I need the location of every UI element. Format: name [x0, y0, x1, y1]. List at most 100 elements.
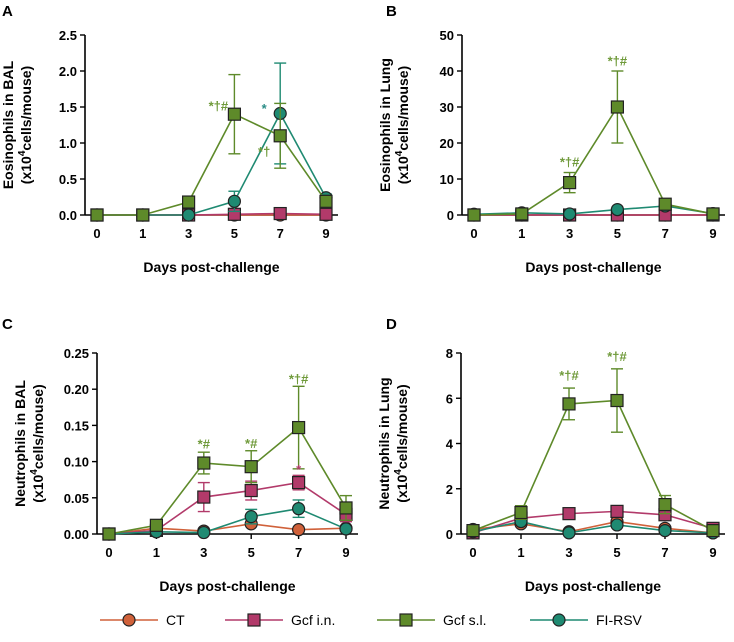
series-gcf-s-l-: [467, 70, 720, 222]
data-point: [136, 208, 150, 222]
data-point: [562, 526, 576, 540]
series-line: [473, 105, 714, 216]
data-point: [244, 510, 258, 524]
panel-letter: A: [2, 3, 13, 20]
panel-c: C 0.00 0.05 0.10 0.15 0.20 0.25 0 1 3 5 7 9 Days post…: [2, 316, 358, 594]
data-point: [562, 507, 576, 521]
x-tick-label: 5: [248, 545, 255, 560]
y-tick-label: 2.5: [59, 28, 77, 43]
data-point: [197, 490, 211, 504]
x-tick-label: 1: [139, 226, 146, 241]
x-axis-title: Days post-challenge: [525, 578, 661, 594]
x-tick-label: 0: [93, 226, 100, 241]
data-point: [610, 203, 625, 217]
data-point: [466, 524, 480, 538]
panel-letter: B: [386, 3, 397, 20]
y-tick-label: 1.5: [59, 100, 77, 115]
y-axis-title: Eosinophils in BAL: [0, 60, 16, 189]
y-tick-label: 0.20: [64, 382, 89, 397]
y-axis-title: Neutrophils in Lung: [376, 377, 392, 509]
data-point: [562, 207, 577, 221]
y-tick-label: 0.05: [64, 491, 89, 506]
series-line: [108, 523, 347, 535]
data-point: [610, 518, 624, 532]
legend-marker: [399, 613, 413, 627]
series-line: [108, 426, 347, 535]
y-tick-label: 0.10: [64, 455, 89, 470]
legend-label: CT: [166, 612, 185, 628]
panel-a: A 0.0 0.5 1.0 1.5 2.0 2.5 0 1 3 5 7 9 Days post-chall…: [0, 3, 338, 275]
series-line: [473, 205, 714, 216]
significance-label: *: [296, 462, 302, 477]
significance-label: *†#: [607, 349, 627, 364]
series-fi-rsv: [90, 62, 333, 222]
data-point: [339, 501, 353, 515]
y-axis-title: Neutrophils in BAL: [12, 380, 28, 507]
legend-marker: [247, 613, 261, 627]
series-line: [97, 113, 327, 216]
y-tick-label: 40: [440, 64, 454, 79]
x-tick-label: 7: [295, 545, 302, 560]
data-point: [610, 504, 624, 518]
data-point: [90, 208, 104, 222]
legend: CT Gcf i.n. Gcf s.l. FI-RSV: [100, 612, 643, 628]
x-tick-label: 1: [517, 545, 524, 560]
significance-label: *†: [258, 144, 270, 159]
data-point: [197, 525, 211, 540]
data-point: [227, 194, 241, 208]
y-tick-label: 0.00: [64, 527, 89, 542]
x-tick-label: 1: [518, 226, 525, 241]
x-tick-label: 3: [565, 545, 572, 560]
data-point: [562, 176, 577, 190]
x-tick-label: 0: [469, 545, 476, 560]
data-point: [706, 524, 720, 538]
significance-label: *†#: [559, 368, 579, 383]
y-tick-label: 0.15: [64, 418, 89, 433]
x-tick-label: 3: [185, 226, 192, 241]
significance-label: *†#: [560, 154, 580, 169]
data-point: [244, 483, 258, 498]
y-axis-title: Eosinophils in Lung: [377, 58, 393, 192]
panel-letter: D: [386, 316, 397, 333]
legend-item: FI-RSV: [530, 612, 643, 628]
data-point: [319, 207, 333, 221]
data-point: [610, 393, 624, 408]
x-tick-label: 7: [661, 545, 668, 560]
series-gcf-s-l-: [90, 73, 333, 222]
x-tick-label: 5: [614, 226, 621, 241]
panel-d: D 0 2 4 6 8 0 1 3 5 7 9 Days post-challenge Neutrophi…: [376, 316, 725, 594]
series-line: [97, 111, 327, 216]
significance-label: *#: [198, 437, 211, 452]
significance-label: *†#: [608, 54, 628, 69]
series-line: [472, 520, 714, 534]
significance-label: *: [262, 101, 268, 116]
x-tick-label: 3: [566, 226, 573, 241]
x-tick-label: 3: [200, 545, 207, 560]
legend-marker: [552, 613, 566, 627]
series-line: [472, 510, 714, 534]
data-point: [273, 206, 287, 221]
x-axis-title: Days post-challenge: [525, 259, 661, 275]
data-point: [102, 527, 116, 541]
y-tick-label: 0.5: [59, 172, 77, 187]
y-axis-subtitle: (x104cells/mouse): [29, 384, 46, 502]
data-point: [244, 460, 258, 474]
data-point: [182, 195, 196, 209]
y-tick-label: 2: [446, 482, 453, 497]
data-point: [182, 208, 196, 222]
x-tick-label: 0: [105, 545, 112, 560]
y-tick-label: 6: [446, 391, 453, 406]
data-point: [467, 208, 481, 222]
x-axis-title: Days post-challenge: [159, 578, 295, 594]
data-point: [292, 523, 306, 537]
data-point: [339, 522, 353, 536]
series-fi-rsv: [102, 499, 353, 541]
y-tick-label: 1.0: [59, 136, 77, 151]
data-point: [149, 518, 163, 532]
legend-label: FI-RSV: [596, 612, 643, 628]
legend-marker: [122, 613, 136, 627]
data-point: [197, 456, 211, 470]
data-point: [273, 129, 287, 143]
data-point: [514, 505, 528, 520]
data-point: [292, 420, 306, 435]
